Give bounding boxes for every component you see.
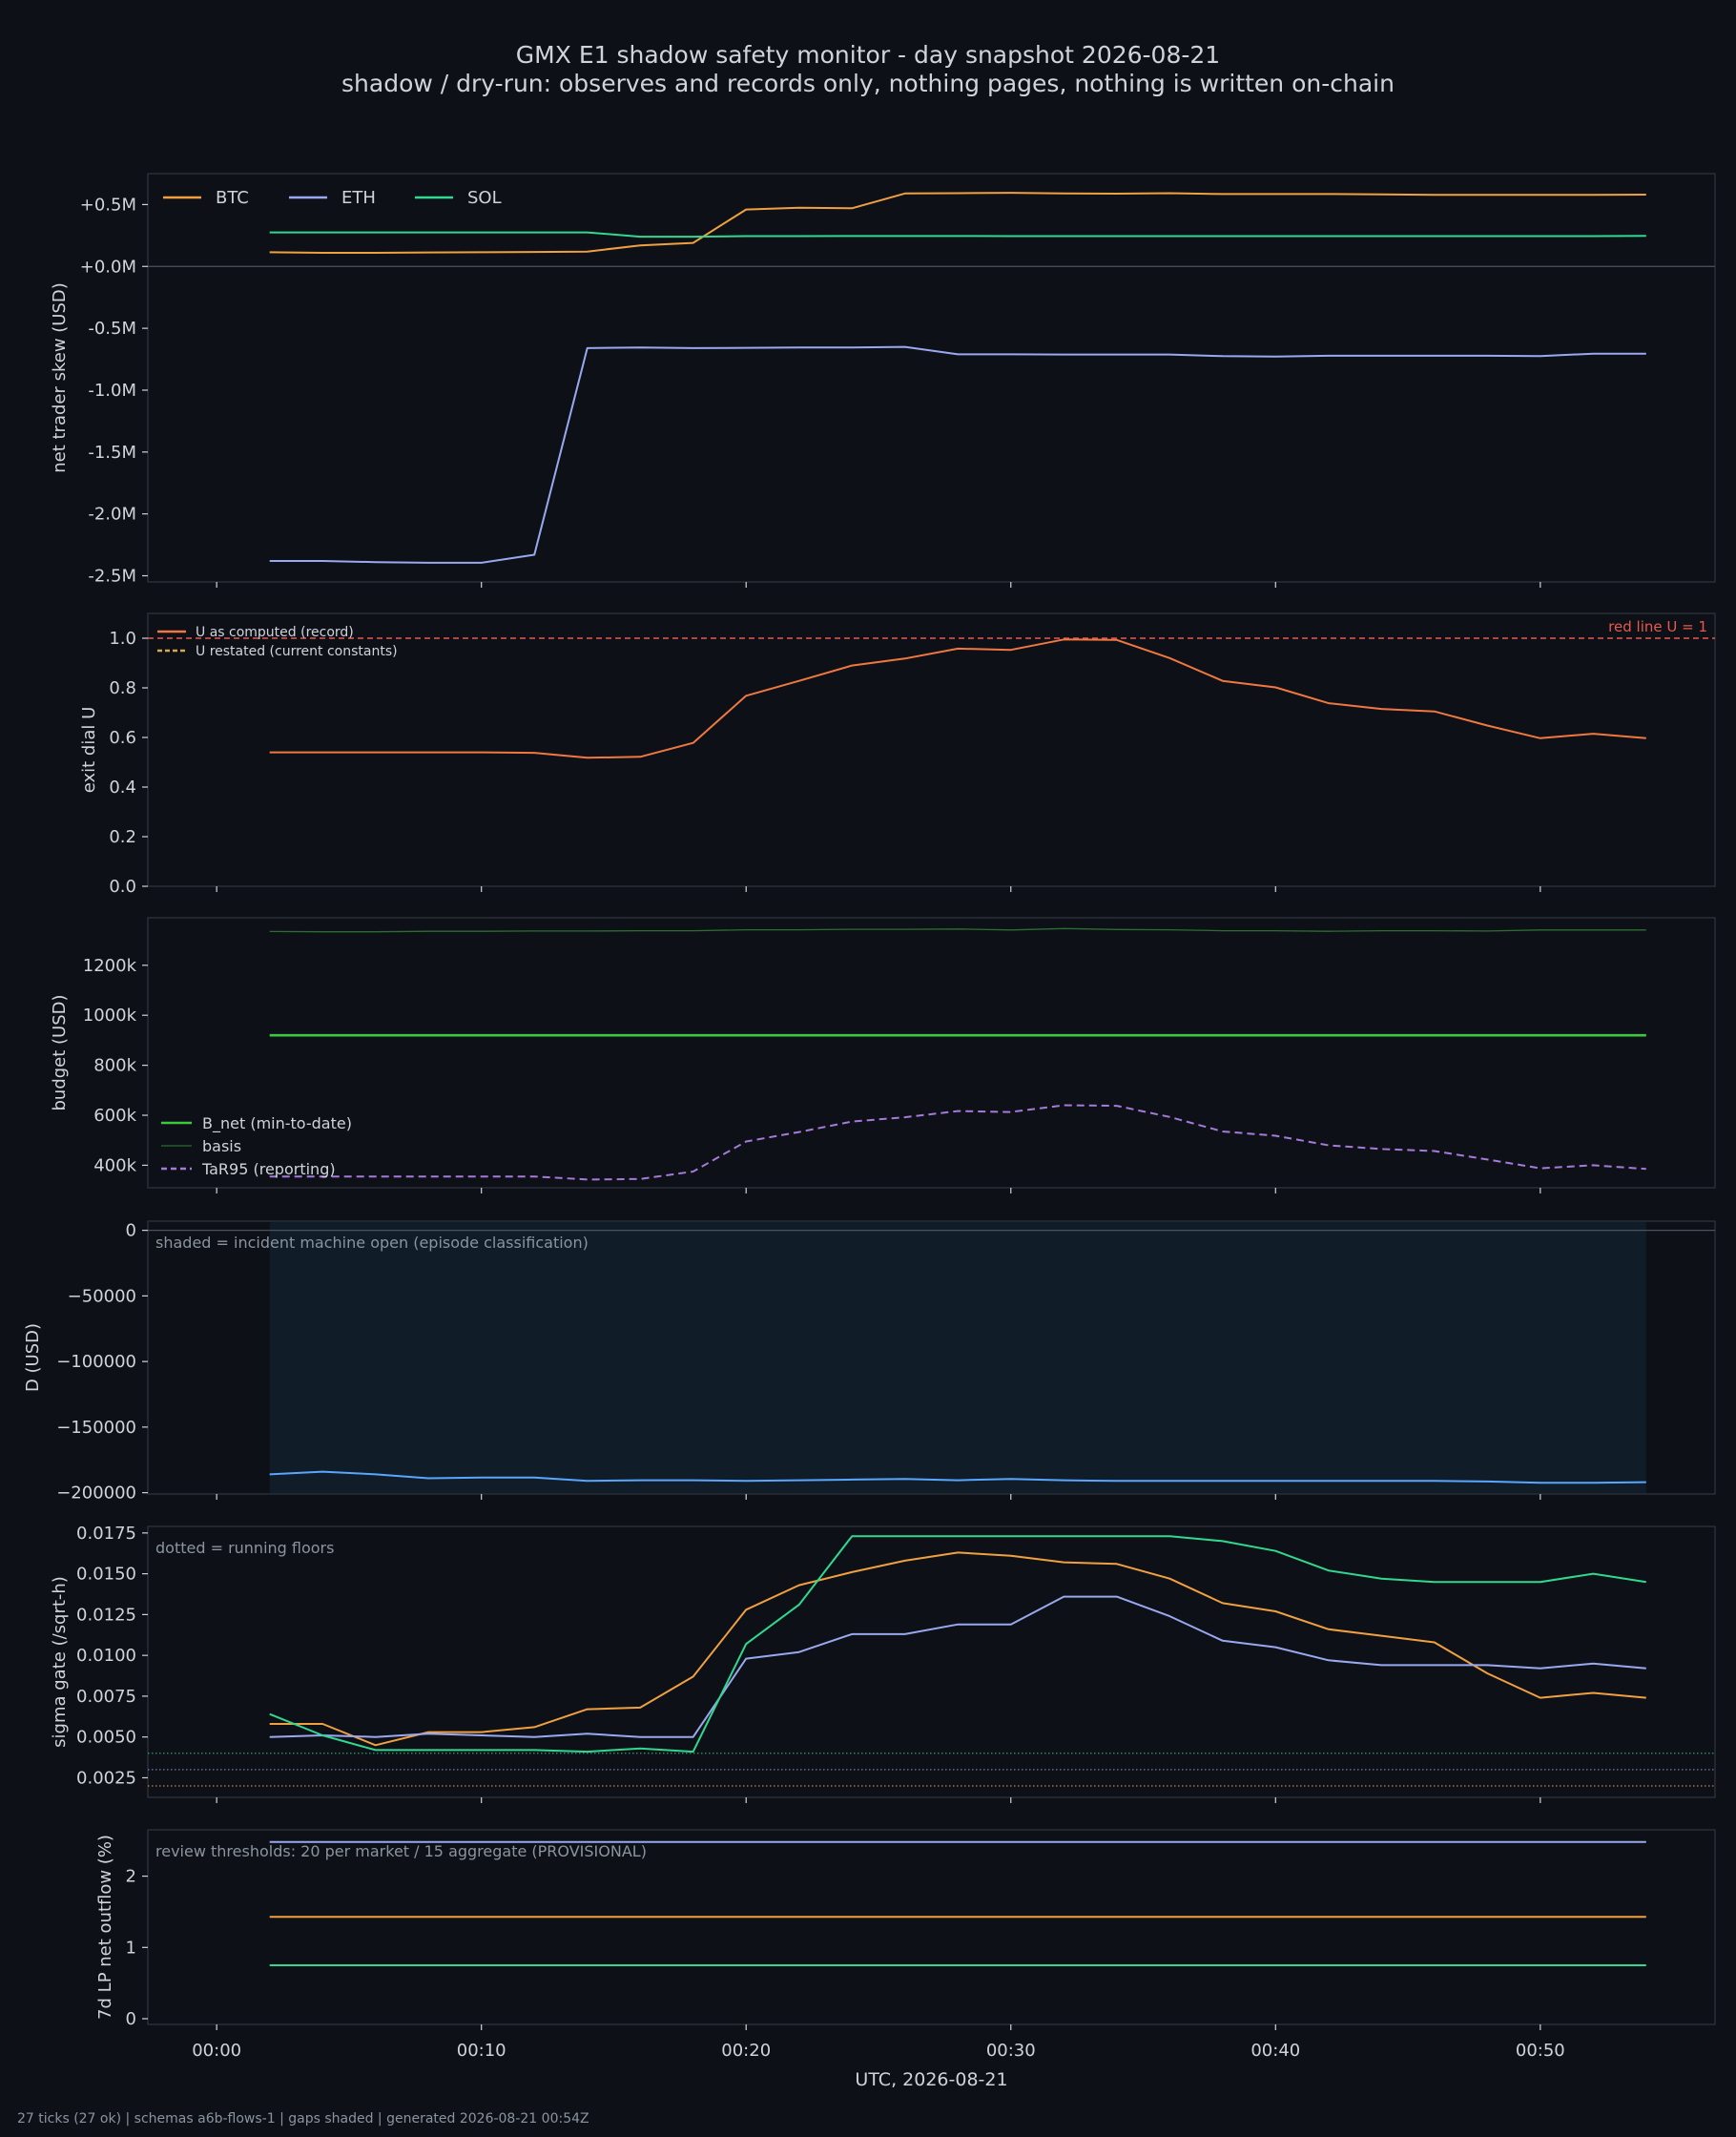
series-line-d [269,1470,1646,1484]
x-axis-label: UTC, 2026-08-21 [855,2069,1007,2090]
y-tick-label: 800k [93,1056,136,1076]
x-tick-label: 00:00 [192,2041,241,2061]
y-axis-label: budget (USD) [50,994,70,1110]
incident-shade [269,1222,1646,1493]
y-tick-label: +0.5M [80,195,136,215]
legend-label: BTC [216,188,249,208]
series-line-sol [269,231,1646,239]
series-line-tar95-reporting- [269,1104,1646,1181]
panel-skew: +0.5M +0.0M -0.5M -1.0M -1.5M -2.0M -2.5M net t… [50,173,1716,588]
y-tick-label: 1.0 [109,629,136,649]
legend-label: U as computed (record) [196,625,354,640]
y-tick-label: -0.5M [88,319,136,339]
y-tick-label: 2 [126,1867,136,1887]
y-tick-label: 0.4 [109,778,136,798]
y-tick-label: -2.5M [88,567,136,587]
y-tick-label: 0.0 [109,877,136,897]
y-tick-label: 0.0175 [76,1524,136,1544]
plot-area [147,917,1716,1189]
x-axis: 00:00 00:10 00:20 00:30 00:40 00:50 UTC, 2026-… [192,2041,1565,2090]
y-tick-label: −150000 [56,1418,136,1438]
plot-area [147,612,1716,887]
y-tick-label: +0.0M [80,257,136,277]
y-tick-label: 400k [93,1155,136,1175]
series-line-u-as-computed-record- [269,638,1646,759]
x-tick-label: 00:40 [1250,2041,1300,2061]
legend-label: U restated (current constants) [196,644,398,659]
y-tick-label: 600k [93,1106,136,1126]
legend-label: basis [202,1137,241,1155]
y-axis-label: 7d LP net outflow (%) [95,1835,115,2020]
x-tick-label: 00:10 [457,2041,506,2061]
legend-label: TaR95 (reporting) [201,1160,336,1178]
chart-subtitle: shadow / dry-run: observes and records o… [341,70,1395,97]
plot-area [147,173,1716,583]
footer-status: 27 ticks (27 ok) | schemas a6b-flows-1 |… [17,2111,589,2127]
y-tick-label: 0.2 [109,827,136,847]
y-tick-label: −50000 [68,1286,136,1306]
y-tick-label: 0.0025 [76,1768,136,1788]
series-line-basis [269,927,1646,933]
y-tick-label: 0 [126,1221,136,1241]
y-tick-label: 0.0150 [76,1565,136,1585]
x-tick-label: 00:50 [1516,2041,1565,2061]
y-tick-label: -1.0M [88,381,136,401]
y-tick-label: −200000 [56,1483,136,1504]
legend-label: B_net (min-to-date) [202,1114,352,1133]
panel-sigma-gate: 0.0025 0.0050 0.0075 0.0100 0.0125 0.0150 0.01… [50,1524,1716,1803]
y-tick-label: 0.8 [109,678,136,698]
series-line-btc [269,192,1646,254]
panel-annotation: shaded = incident machine open (episode … [155,1234,589,1252]
panel-annotation: dotted = running floors [155,1539,334,1557]
red-line-label: red line U = 1 [1608,618,1707,635]
y-tick-label: 0.6 [109,728,136,748]
y-axis-label: D (USD) [23,1323,43,1392]
x-tick-label: 00:20 [721,2041,771,2061]
legend-label: ETH [341,188,376,208]
y-tick-label: 0 [126,2009,136,2029]
series-line-eth [269,1595,1646,1738]
plot-area [147,1525,1716,1798]
plot-area [147,1829,1716,2025]
y-axis-label: exit dial U [79,707,99,794]
series-line-btc [269,1551,1646,1747]
panel-lp-outflow: 0 1 2 7d LP net outflow (%) review threshold… [95,1829,1716,2030]
legend-label: SOL [467,188,502,208]
y-axis-label: sigma gate (/sqrt-h) [50,1576,70,1748]
y-tick-label: 1000k [83,1006,137,1026]
y-tick-label: 0.0050 [76,1728,136,1748]
y-tick-label: 1 [126,1938,136,1958]
y-tick-label: -2.0M [88,505,136,525]
series-line-eth [269,345,1646,564]
panel-budget: 400k 600k 800k 1000k 1200k budget (USD) B_net … [50,917,1716,1193]
y-tick-label: 1200k [83,956,137,976]
x-tick-label: 00:30 [986,2041,1036,2061]
y-tick-label: -1.5M [88,443,136,463]
series-line-sol [269,1535,1646,1753]
chart-title: GMX E1 shadow safety monitor - day snaps… [515,41,1221,69]
panel-deficit: 0 −50000 −100000 −150000 −200000 D (USD) shade… [23,1220,1716,1504]
y-tick-label: 0.0075 [76,1687,136,1707]
panel-exit-dial: red line U = 1 0.0 0.2 0.4 0.6 0.8 1.0 exit dia… [79,612,1716,897]
panel-annotation: review thresholds: 20 per market / 15 ag… [155,1842,647,1860]
y-tick-label: 0.0125 [76,1605,136,1625]
y-axis-label: net trader skew (USD) [50,282,70,473]
y-tick-label: 0.0100 [76,1646,136,1666]
y-tick-label: −100000 [56,1352,136,1372]
